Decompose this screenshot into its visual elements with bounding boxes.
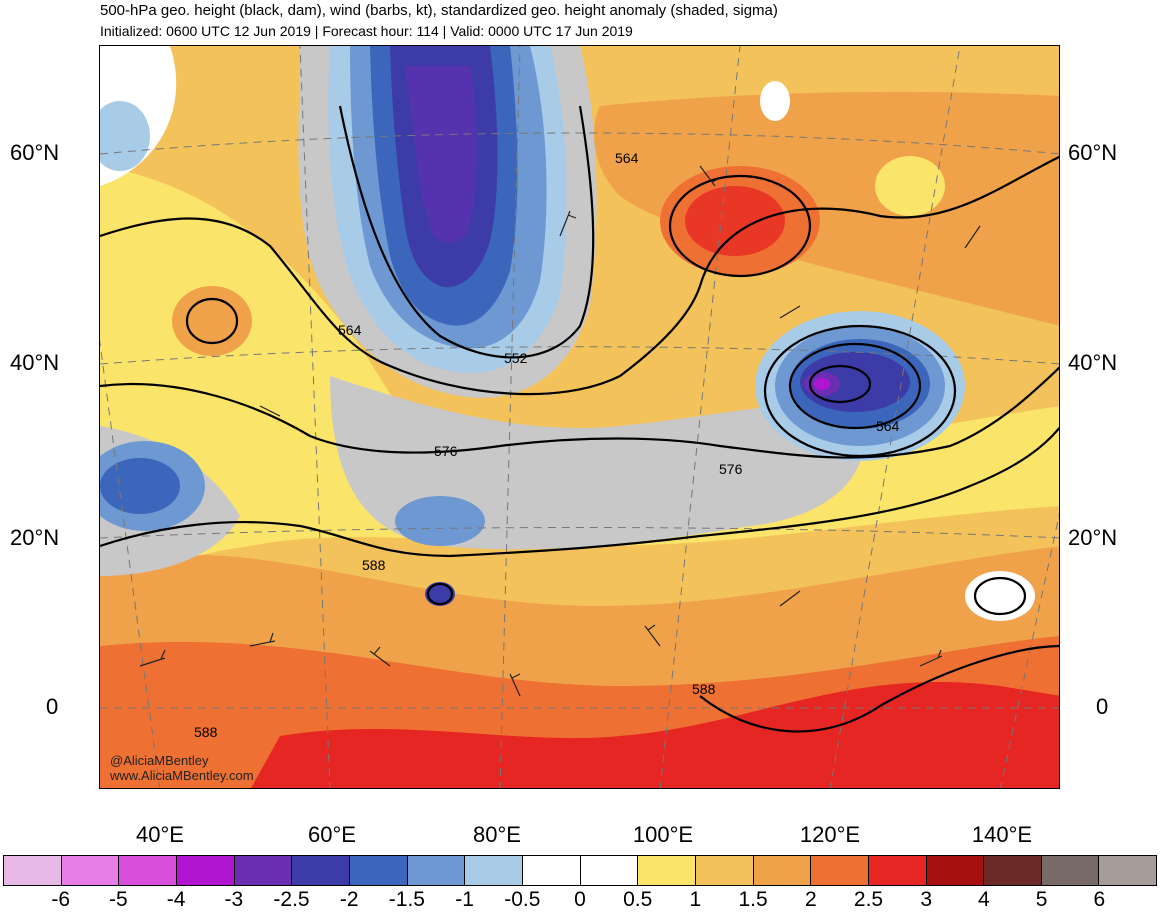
colorbar-swatch xyxy=(984,856,1042,885)
contour-label: 576 xyxy=(434,443,458,459)
colorbar-swatch xyxy=(868,856,927,885)
colorbar-swatch xyxy=(407,856,466,885)
wind-barbs xyxy=(139,165,981,697)
lon-label: 120°E xyxy=(799,822,861,847)
credit-website: www.AliciaMBentley.com xyxy=(110,768,254,783)
lon-label: 40°E xyxy=(136,822,184,847)
contour-pacific-low xyxy=(973,576,1027,616)
colorbar-tick-label: 1.5 xyxy=(738,888,768,911)
map-title: 500-hPa geo. height (black, dam), wind (… xyxy=(100,2,778,19)
contour-label: 576 xyxy=(719,461,743,477)
colorbar-tick-label: -5 xyxy=(109,888,128,911)
colorbar-tick-label: 2 xyxy=(804,888,817,911)
contour-low-540 xyxy=(808,364,872,404)
lon-label: 80°E xyxy=(473,822,521,847)
contour-588 xyxy=(100,426,1059,558)
colorbar-swatch xyxy=(4,856,62,885)
anomaly-colorbar xyxy=(3,855,1157,886)
colorbar-swatch xyxy=(234,856,293,885)
west-low-anomaly-15 xyxy=(100,458,180,514)
arctic-neutral-patch xyxy=(760,81,790,121)
colorbar-swatch xyxy=(1041,856,1100,885)
colorbar-swatch xyxy=(580,856,639,885)
lat-label-right: 0 xyxy=(1096,694,1109,719)
contour-label: 564 xyxy=(338,322,362,338)
trough-anomaly-25 xyxy=(405,66,477,243)
lat-label-left: 40°N xyxy=(10,350,60,375)
contour-label: 588 xyxy=(194,724,218,740)
colorbar-tick-label: -3 xyxy=(224,888,244,911)
colorbar-swatch xyxy=(292,856,350,885)
contour-ridge-high xyxy=(668,174,812,278)
colorbar-swatch xyxy=(811,856,869,885)
colorbar-swatch xyxy=(638,856,696,885)
india-cool-anomaly xyxy=(395,496,485,546)
lat-label-left: 20°N xyxy=(10,525,60,550)
colorbar-swatch xyxy=(349,856,408,885)
colorbar-swatch xyxy=(522,856,581,885)
low-anomaly-30 xyxy=(814,378,830,390)
colorbar-swatch xyxy=(926,856,985,885)
europe-ridge-anomaly xyxy=(172,286,252,356)
contour-label: 564 xyxy=(615,150,639,166)
lat-label-left: 0 xyxy=(46,694,59,719)
map-subtitle: Initialized: 0600 UTC 12 Jun 2019 | Fore… xyxy=(100,23,633,39)
colorbar-tick-label: -1 xyxy=(455,888,474,911)
map-canvas: 564 564 552 576 576 564 588 588 588 xyxy=(100,46,1059,788)
colorbar-tick-label: -6 xyxy=(51,888,71,911)
contour-label: 552 xyxy=(504,350,528,366)
cool-anomaly-northwest xyxy=(100,101,150,171)
lat-label-left: 60°N xyxy=(10,140,60,165)
colorbar-swatch xyxy=(1099,856,1157,885)
lat-label-right: 40°N xyxy=(1068,350,1118,375)
contour-588-south xyxy=(699,644,1059,733)
colorbar-swatch xyxy=(695,856,754,885)
contour-564 xyxy=(100,155,1059,396)
contour-label: 564 xyxy=(876,418,900,434)
contour-arabian-low xyxy=(426,582,454,606)
colorbar-tick-label: 0.5 xyxy=(623,888,653,911)
colorbar-tick-label: 0 xyxy=(574,888,586,911)
contour-europe-high xyxy=(185,297,239,345)
map-panel: 564 564 552 576 576 564 588 588 588 xyxy=(99,45,1060,789)
colorbar-tick-label: -2.5 xyxy=(273,888,310,911)
contour-552 xyxy=(338,105,595,359)
colorbar-tick-label: 5 xyxy=(1035,888,1048,911)
lon-label: 100°E xyxy=(632,822,694,847)
colorbar-tick-label: 3 xyxy=(920,888,933,911)
colorbar-tick-label: -2 xyxy=(339,888,359,911)
colorbar-tick-label: -0.5 xyxy=(504,888,541,911)
colorbar-swatch xyxy=(119,856,177,885)
colorbar-swatch xyxy=(61,856,120,885)
colorbar-tick-label: -1.5 xyxy=(388,888,425,911)
colorbar-swatch xyxy=(465,856,523,885)
colorbar-tick-label: 1 xyxy=(689,888,702,911)
arabian-sea-low xyxy=(425,582,455,606)
ridge-anomaly-25 xyxy=(685,186,785,256)
contour-576 xyxy=(100,366,1059,459)
colorbar-tick-label: 2.5 xyxy=(853,888,884,911)
colorbar-tick-label: 4 xyxy=(978,888,990,911)
lat-label-right: 20°N xyxy=(1068,525,1118,550)
colorbar-tick-label: 6 xyxy=(1093,888,1106,911)
contour-label: 588 xyxy=(692,681,716,697)
contour-low-564 xyxy=(763,324,957,458)
colorbar-swatch xyxy=(176,856,235,885)
height-contours xyxy=(100,105,1059,733)
northeast-weak-patch xyxy=(875,156,945,216)
colorbar-tick-label: -4 xyxy=(166,888,186,911)
graticule xyxy=(100,46,1059,788)
contour-low-552 xyxy=(788,342,922,430)
contour-label: 588 xyxy=(362,557,386,573)
lat-label-right: 60°N xyxy=(1068,140,1118,165)
lon-label: 140°E xyxy=(971,822,1033,847)
credit-handle: @AliciaMBentley xyxy=(110,753,209,768)
lon-label: 60°E xyxy=(308,822,356,847)
colorbar-swatch xyxy=(753,856,812,885)
